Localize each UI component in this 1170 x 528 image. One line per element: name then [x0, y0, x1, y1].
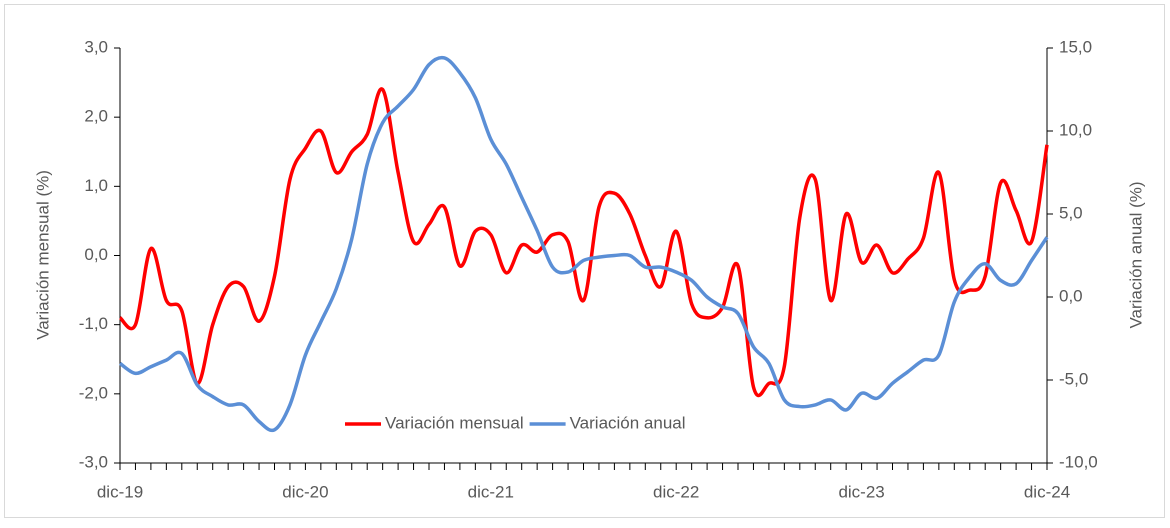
y-tick-label: -1,0	[79, 314, 108, 333]
x-tick-label: dic-20	[282, 482, 328, 501]
legend-label: Variación anual	[570, 413, 686, 432]
y2-axis-title: Variación anual (%)	[1126, 181, 1145, 328]
y-tick-label: -2,0	[79, 383, 108, 402]
y-tick-label: 3,0	[84, 37, 108, 56]
y2-tick-label: -10,0	[1059, 452, 1098, 471]
y2-tick-label: 5,0	[1059, 203, 1083, 222]
y-tick-label: 2,0	[84, 107, 108, 126]
y-tick-label: 0,0	[84, 245, 108, 264]
x-tick-label: dic-23	[838, 482, 884, 501]
y-tick-label: 1,0	[84, 176, 108, 195]
x-tick-label: dic-19	[97, 482, 143, 501]
y2-tick-label: -5,0	[1059, 369, 1088, 388]
y-tick-label: -3,0	[79, 452, 108, 471]
y2-tick-label: 10,0	[1059, 120, 1092, 139]
x-tick-label: dic-21	[468, 482, 514, 501]
y2-tick-label: 15,0	[1059, 37, 1092, 56]
y-axis-title: Variación mensual (%)	[33, 170, 52, 340]
y2-tick-label: 0,0	[1059, 286, 1083, 305]
x-tick-label: dic-24	[1024, 482, 1070, 501]
x-tick-label: dic-22	[653, 482, 699, 501]
series-line	[118, 87, 1049, 398]
legend-label: Variación mensual	[385, 413, 524, 432]
series-line	[118, 55, 1049, 433]
